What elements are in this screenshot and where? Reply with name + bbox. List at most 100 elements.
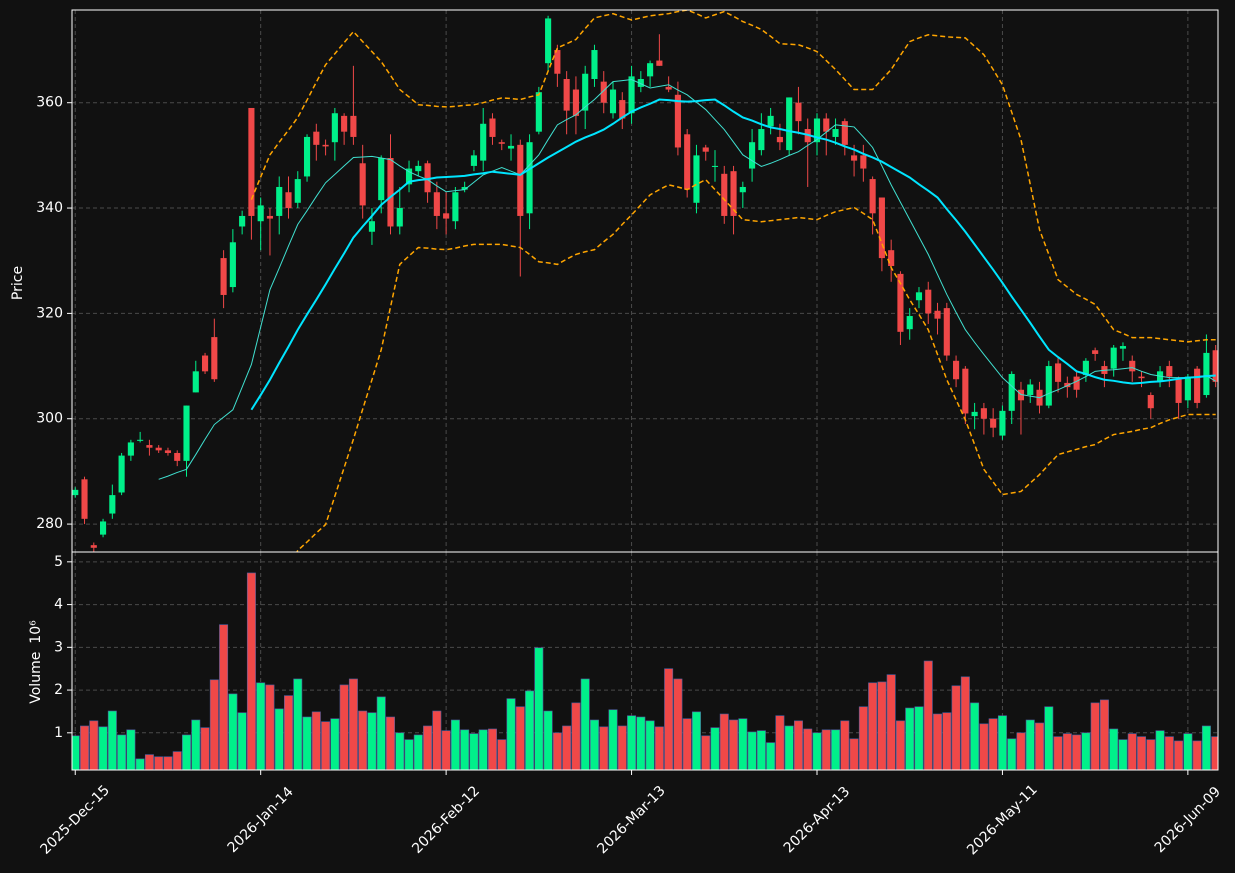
candle-body [702, 147, 709, 152]
volume-bar [395, 732, 405, 770]
volume-bar [942, 712, 952, 770]
volume-bar [923, 660, 933, 770]
volume-bar [1099, 699, 1109, 770]
candle-body [498, 142, 505, 144]
volume-bar [209, 679, 219, 770]
volume-bar [1192, 740, 1202, 770]
candle-body [248, 107, 255, 216]
candle-body [869, 179, 876, 214]
candle-body [841, 121, 848, 145]
volume-bar [1146, 739, 1156, 770]
candle-body [582, 73, 589, 111]
candle-body [211, 337, 218, 380]
volume-bar [1155, 730, 1165, 770]
volume-bar [682, 718, 692, 770]
volume-bar [172, 751, 182, 770]
volume-bar [645, 720, 655, 770]
candle-body [572, 89, 579, 116]
volume-bar [191, 719, 201, 770]
volume-bar [302, 716, 312, 770]
volume-bar [627, 715, 637, 770]
volume-bar [1035, 722, 1044, 770]
volume-tick-label: 1 [54, 725, 63, 741]
volume-bar [831, 729, 841, 770]
candle-body [878, 197, 885, 259]
candle-body [786, 97, 793, 151]
candle-body [776, 136, 783, 143]
candle-body [1082, 360, 1089, 376]
volume-bar [478, 729, 488, 770]
candle-body [860, 155, 867, 169]
volume-bar [450, 719, 460, 770]
volume-bar [766, 742, 776, 770]
candle-body [100, 521, 107, 535]
volume-bar [747, 731, 757, 770]
volume-bar [1053, 736, 1063, 770]
volume-bar [311, 711, 321, 770]
volume-bar [515, 706, 525, 770]
volume-bar [636, 716, 646, 770]
candle-body [507, 145, 515, 149]
volume-bar [413, 734, 423, 770]
volume-bar [562, 725, 572, 770]
candle-body [619, 100, 626, 119]
volume-bar [321, 721, 331, 770]
candle-body [628, 76, 635, 114]
candle-body [461, 186, 468, 190]
candle-body [266, 215, 274, 219]
overlay-line [250, 10, 1216, 343]
volume-bar [589, 719, 599, 770]
volume-bar [691, 711, 701, 770]
candle-body [990, 418, 997, 428]
candle-body [183, 405, 190, 461]
y-tick-label: 360 [36, 95, 63, 111]
candle-body [1092, 350, 1099, 354]
candle-body [1017, 389, 1025, 401]
volume-bar [840, 720, 850, 770]
volume-bar [1081, 732, 1091, 770]
volume-bar [386, 716, 395, 770]
volume-bar [460, 729, 470, 770]
candle-body [693, 155, 700, 203]
volume-bar [219, 624, 229, 770]
volume-bar [534, 647, 544, 770]
volume-bar [1174, 740, 1184, 770]
candle-body [378, 158, 385, 201]
candle-body [721, 173, 728, 216]
candle-body [276, 186, 283, 216]
candle-body [943, 308, 950, 356]
candle-body [192, 371, 199, 393]
volume-bar [441, 730, 451, 770]
volume-tick-label: 3 [54, 639, 63, 655]
candle-body [1073, 376, 1080, 390]
candle-body [341, 115, 348, 132]
volume-bar [960, 676, 970, 770]
candle-body [1203, 352, 1210, 396]
candle-body [609, 89, 617, 114]
candle-body [433, 192, 440, 216]
volume-bar [367, 712, 377, 770]
volume-bar [293, 678, 303, 770]
candle-body [554, 50, 561, 74]
volume-bar [1062, 733, 1072, 770]
volume-bar [1127, 733, 1137, 770]
volume-bar [1044, 706, 1054, 770]
volume-bar [886, 674, 896, 770]
candle-body [1194, 368, 1201, 403]
volume-bar [793, 720, 803, 770]
volume-bar [358, 710, 368, 770]
candle-body [934, 310, 941, 319]
volume-axis-label: Volume 10⁶ [28, 620, 44, 704]
volume-bar [1016, 732, 1026, 770]
volume-bar [488, 728, 497, 770]
volume-bar [895, 720, 905, 770]
volume-bar [237, 712, 247, 770]
volume-bar [821, 729, 831, 770]
candle-body [303, 136, 311, 177]
volume-bar [423, 725, 433, 770]
volume-bar [710, 727, 720, 770]
volume-bar [1072, 734, 1082, 770]
volume-bar [182, 734, 191, 770]
volume-bar [849, 738, 859, 770]
